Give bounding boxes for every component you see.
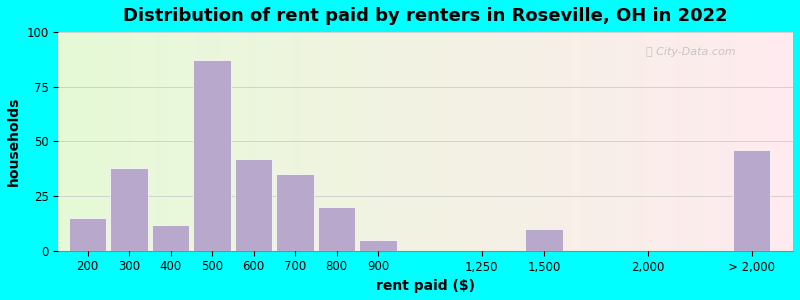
- Text: Ⓜ City-Data.com: Ⓜ City-Data.com: [646, 47, 736, 57]
- Bar: [276, 174, 314, 251]
- Bar: [194, 61, 230, 251]
- Bar: [152, 224, 190, 251]
- X-axis label: rent paid ($): rent paid ($): [376, 279, 475, 293]
- Bar: [318, 207, 355, 251]
- Title: Distribution of rent paid by renters in Roseville, OH in 2022: Distribution of rent paid by renters in …: [123, 7, 728, 25]
- Y-axis label: households: households: [7, 97, 21, 186]
- Bar: [235, 159, 272, 251]
- Bar: [526, 229, 562, 251]
- Bar: [733, 150, 770, 251]
- Bar: [69, 218, 106, 251]
- Bar: [359, 240, 397, 251]
- Bar: [110, 168, 148, 251]
